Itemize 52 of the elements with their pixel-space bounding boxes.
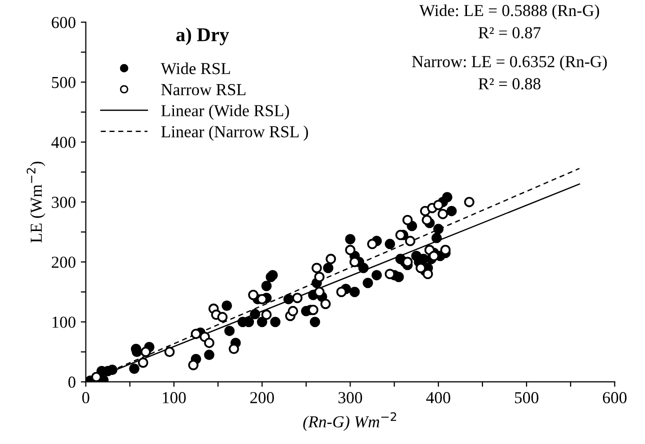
point [261,310,272,320]
point [288,306,298,316]
y-tick-label: 100 [52,316,76,328]
point [326,254,336,264]
point [422,214,432,226]
x-tick-label: 200 [250,392,274,404]
legend-label: Linear (Wide RSL) [161,104,289,120]
x-tick-label: 500 [515,392,538,404]
legend-label: Wide RSL [160,62,230,74]
y-tick-label: 200 [52,256,76,268]
x-axis-title: (Rn-G) Wm$^{−2}$ [303,412,396,431]
point [404,236,416,246]
point [140,346,151,358]
point [217,312,228,322]
x-tick-label: 300 [338,392,362,404]
legend-label: Narrow RSL [161,84,246,96]
y-tick-label: 400 [51,136,76,148]
annotation: R² = 0.88 [478,78,540,90]
point [367,238,378,250]
point [336,286,347,298]
point [292,292,303,304]
x-tick-label: 600 [602,392,627,404]
y-tick-label: 300 [52,196,76,208]
legend-label: Linear (Narrow RSL ) [161,126,308,141]
text: Wide: LE = 0.5888 (Rn-G) [419,4,600,20]
y-tick-label: 0 [68,376,76,388]
point [384,268,396,280]
point [188,360,199,370]
point [438,208,448,220]
y-axis-title: LE (Wm$^{−2}$) [26,162,46,243]
x-tick-label: 400 [426,392,450,404]
y-tick-label: 500 [52,76,76,88]
annotation: R² = 0.87 [478,27,541,38]
y-tick-label: 600 [52,16,76,28]
x-tick-label: 0 [82,392,90,404]
point [228,344,240,354]
point [402,214,413,226]
point [314,272,325,282]
point [345,244,356,256]
x-tick-label: 100 [162,392,186,404]
point [204,338,214,348]
point [248,290,258,300]
point [320,298,331,310]
annotation: Narrow: LE = 0.6352 (Rn-G) [412,56,607,71]
chart-title: a) Dry [176,28,229,46]
point [416,262,426,274]
point [164,346,175,358]
point [138,357,148,368]
point [433,200,444,210]
point [308,304,318,316]
point [464,196,474,208]
point [312,262,322,274]
